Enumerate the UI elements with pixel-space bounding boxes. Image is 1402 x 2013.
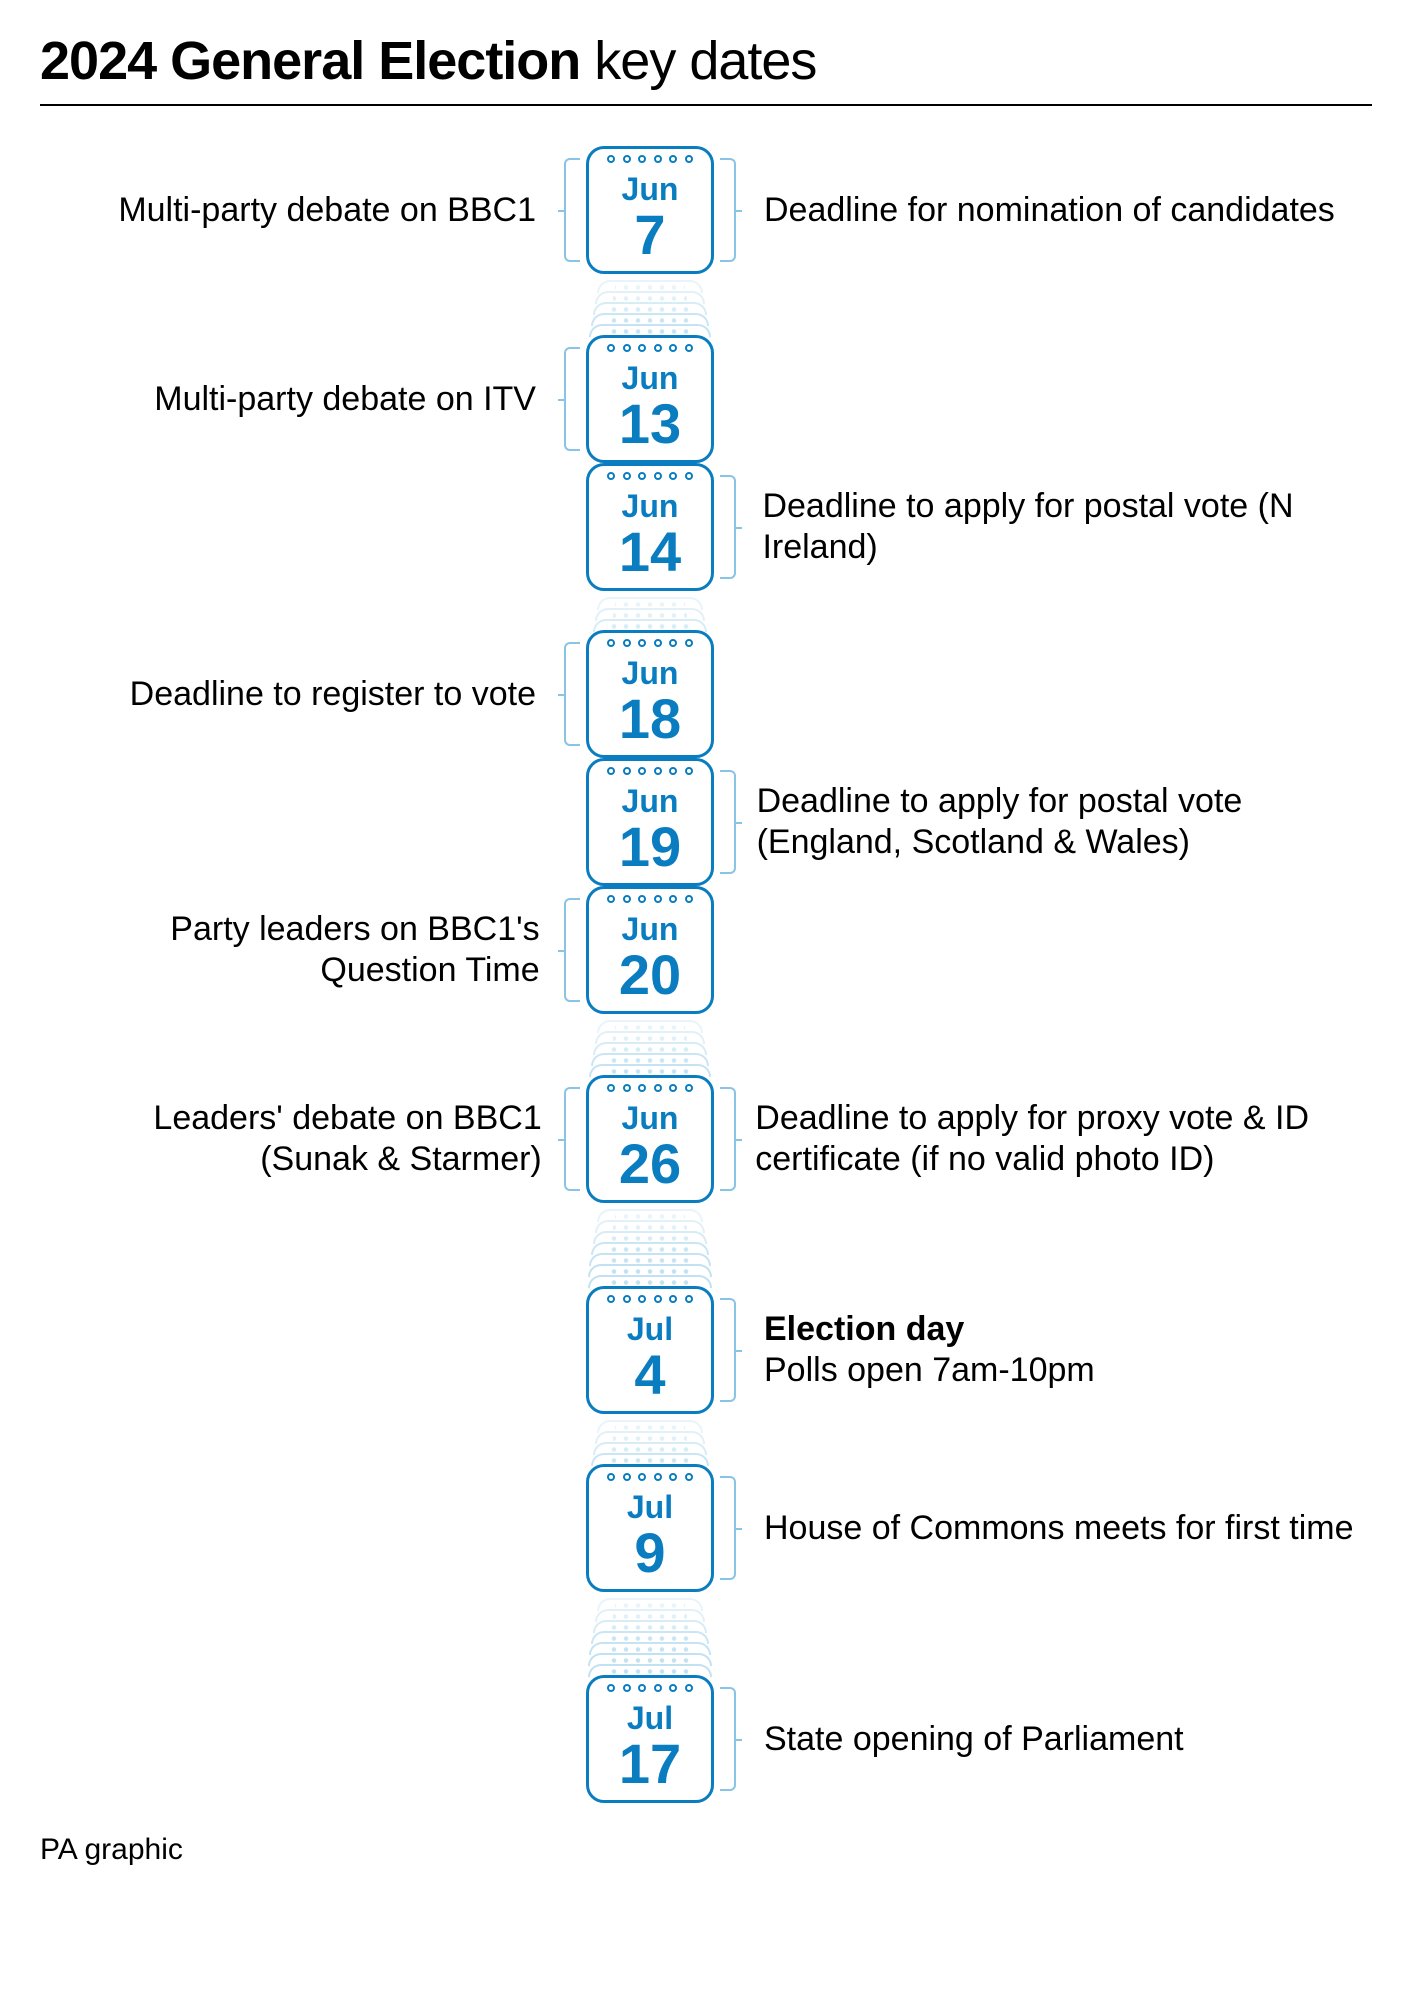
calendar-month: Jun — [622, 1102, 679, 1134]
calendar-day: 20 — [619, 947, 681, 1003]
calendar-card: Jun20 — [586, 886, 714, 1014]
event-left-label: Party leaders on BBC1's Question Time — [40, 909, 562, 991]
event-right-text: Polls open 7am-10pm — [764, 1351, 1095, 1389]
calendar-month: Jul — [627, 1491, 673, 1523]
timeline: Multi-party debate on BBC1Jun7Deadline f… — [40, 146, 1372, 1803]
calendar-month: Jun — [622, 913, 679, 945]
calendar-binding-icon — [607, 472, 693, 482]
calendar-binding-icon — [607, 155, 693, 165]
event-left-label: Multi-party debate on BBC1 — [118, 190, 558, 231]
timeline-row: Deadline to register to vote Jun18 — [40, 630, 1372, 758]
calendar-day: 14 — [619, 524, 681, 580]
timeline-row: Multi-party debate on BBC1 Jun7 Deadline f… — [40, 146, 1372, 274]
timeline-row: Jul9 House of Commons meets for first tim… — [40, 1464, 1372, 1592]
calendar-binding-icon — [607, 344, 693, 354]
event-right-text: State opening of Parliament — [764, 1720, 1184, 1758]
title-rule — [40, 104, 1372, 106]
event-left-label: Leaders' debate on BBC1 (Sunak & Starmer… — [40, 1098, 564, 1180]
calendar-day: 9 — [634, 1525, 665, 1581]
timeline-row: Party leaders on BBC1's Question Time Jun… — [40, 886, 1372, 1014]
calendar-month: Jul — [627, 1313, 673, 1345]
event-right-label: Deadline for nomination of candidates — [742, 190, 1335, 231]
event-right-label: Election dayPolls open 7am-10pm — [742, 1309, 1095, 1391]
calendar-month: Jun — [622, 173, 679, 205]
event-right-text: Deadline to apply for postal vote (N Ire… — [762, 487, 1293, 566]
calendar-card: Jun7 — [586, 146, 714, 274]
calendar-day: 13 — [619, 396, 681, 452]
calendar-binding-icon — [607, 1084, 693, 1094]
calendar-day: 26 — [619, 1136, 681, 1192]
event-right-label: Deadline to apply for postal vote (N Ire… — [740, 486, 1372, 568]
event-right-text: House of Commons meets for first time — [764, 1509, 1354, 1547]
calendar-card: Jul4 — [586, 1286, 714, 1414]
timeline-row: Jun14 Deadline to apply for postal vote (… — [40, 463, 1372, 591]
attribution: PA graphic — [40, 1833, 1372, 1867]
event-right-label: Deadline to apply for proxy vote & ID ce… — [733, 1098, 1372, 1180]
calendar-binding-icon — [607, 639, 693, 649]
timeline-row: Multi-party debate on ITV Jun13 — [40, 335, 1372, 463]
bracket-right-icon — [720, 1075, 733, 1203]
event-left-label: Multi-party debate on ITV — [154, 379, 558, 420]
calendar-month: Jun — [622, 785, 679, 817]
bracket-left-icon — [558, 335, 580, 463]
event-right-text: Deadline to apply for postal vote (Engla… — [757, 782, 1243, 861]
calendar-card: Jul9 — [586, 1464, 714, 1592]
calendar-month: Jun — [622, 362, 679, 394]
bracket-right-icon — [720, 1675, 742, 1803]
bracket-right-icon — [720, 758, 735, 886]
bracket-left-icon — [564, 1075, 580, 1203]
event-right-bold: Election day — [764, 1310, 964, 1348]
event-right-text: Deadline for nomination of candidates — [764, 191, 1335, 229]
bracket-right-icon — [720, 463, 740, 591]
timeline-row: Leaders' debate on BBC1 (Sunak & Starmer… — [40, 1075, 1372, 1203]
calendar-card: Jun19 — [586, 758, 714, 886]
calendar-card: Jun18 — [586, 630, 714, 758]
timeline-row: Jun19 Deadline to apply for postal vote (… — [40, 758, 1372, 886]
page-title: 2024 General Election key dates — [40, 30, 1372, 92]
timeline-row: Jul4 Election dayPolls open 7am-10pm — [40, 1286, 1372, 1414]
bracket-right-icon — [720, 146, 742, 274]
event-left-label: Deadline to register to vote — [130, 674, 558, 715]
event-right-label: House of Commons meets for first time — [742, 1508, 1354, 1549]
calendar-binding-icon — [607, 1295, 693, 1305]
calendar-card: Jun14 — [586, 463, 714, 591]
calendar-day: 19 — [619, 819, 681, 875]
bracket-left-icon — [558, 630, 580, 758]
calendar-binding-icon — [607, 895, 693, 905]
calendar-binding-icon — [607, 767, 693, 777]
calendar-month: Jun — [622, 490, 679, 522]
event-right-label: Deadline to apply for postal vote (Engla… — [735, 781, 1372, 863]
calendar-day: 17 — [619, 1736, 681, 1792]
bracket-right-icon — [720, 1464, 742, 1592]
calendar-month: Jun — [622, 657, 679, 689]
calendar-binding-icon — [607, 1473, 693, 1483]
calendar-day: 7 — [634, 207, 665, 263]
calendar-binding-icon — [607, 1684, 693, 1694]
title-bold: 2024 General Election — [40, 31, 580, 91]
calendar-card: Jun13 — [586, 335, 714, 463]
calendar-card: Jun26 — [586, 1075, 714, 1203]
title-rest: key dates — [580, 31, 816, 91]
calendar-month: Jul — [627, 1702, 673, 1734]
timeline-row: Jul17 State opening of Parliament — [40, 1675, 1372, 1803]
calendar-day: 18 — [619, 691, 681, 747]
event-right-text: Deadline to apply for proxy vote & ID ce… — [755, 1099, 1309, 1178]
bracket-left-icon — [558, 146, 580, 274]
bracket-right-icon — [720, 1286, 742, 1414]
calendar-card: Jul17 — [586, 1675, 714, 1803]
bracket-left-icon — [562, 886, 580, 1014]
event-right-label: State opening of Parliament — [742, 1719, 1184, 1760]
calendar-day: 4 — [634, 1347, 665, 1403]
